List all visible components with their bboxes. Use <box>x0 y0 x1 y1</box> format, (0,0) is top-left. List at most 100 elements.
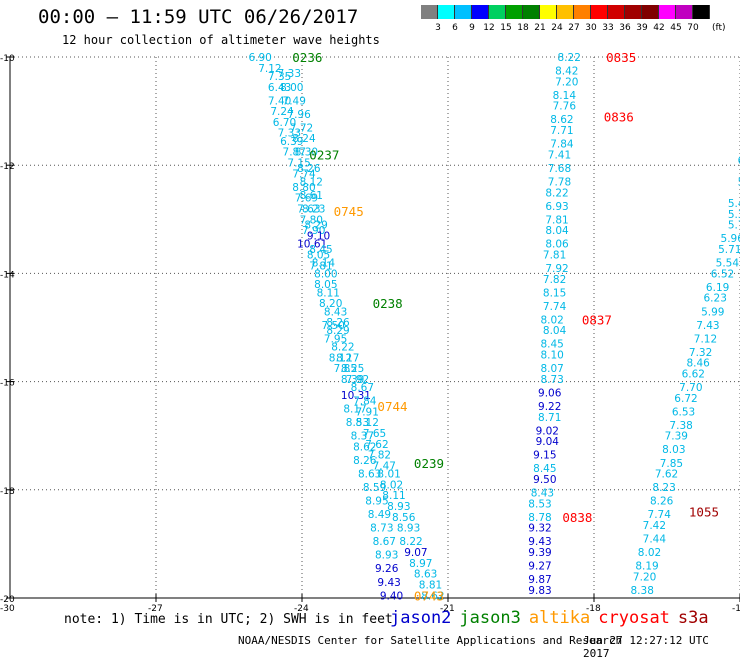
wave-height-value: 8.12 <box>300 176 323 188</box>
wave-height-value: 9.40 <box>380 590 403 602</box>
y-tick-label: -18 <box>0 487 15 497</box>
wave-height-value: 5.4 <box>728 198 740 210</box>
wave-height-value: 9.15 <box>533 450 556 462</box>
wave-height-value: 7.20 <box>633 571 656 583</box>
pass-time-label: 0744 <box>377 399 407 414</box>
wave-height-value: 8.43 <box>324 306 347 318</box>
pass-time-label: 0745 <box>334 204 364 219</box>
wave-height-value: 8.19 <box>635 561 658 573</box>
colorbar-swatch <box>421 5 438 19</box>
y-tick-label: -14 <box>0 270 15 280</box>
wave-height-value: 8.23 <box>652 482 675 494</box>
wave-height-value: 8.93 <box>375 550 398 562</box>
wave-height-value: 7.84 <box>353 396 377 408</box>
wave-height-value: 8.17 <box>343 404 366 416</box>
wave-height-value: 5.54 <box>716 258 740 270</box>
wave-height-value: 9.83 <box>528 585 551 597</box>
wave-height-value: 7.24 <box>270 106 294 118</box>
wave-height-value: 8.39 <box>341 374 364 386</box>
wave-height-value: 8.71 <box>538 412 561 424</box>
colorbar-label: 30 <box>585 23 597 33</box>
chart-subtitle: 12 hour collection of altimeter wave hei… <box>62 33 380 47</box>
wave-height-value: 6.52 <box>711 268 734 280</box>
wave-height-value: 7.91 <box>356 406 379 418</box>
wave-height-value: 8.29 <box>326 325 349 337</box>
wave-height-value: 9.32 <box>528 523 551 535</box>
wave-height-value: 7.92 <box>346 374 369 386</box>
wave-height-value: 7.68 <box>548 163 571 175</box>
wave-height-value: 9.06 <box>538 387 562 399</box>
wave-height-value: 7.96 <box>287 109 311 121</box>
wave-height-value: 8.22 <box>399 536 422 548</box>
wave-height-value: 8.04 <box>545 225 569 237</box>
y-tick-label: -12 <box>0 162 15 172</box>
wave-height-value: 8.02 <box>540 314 563 326</box>
pass-time-label: 1055 <box>689 504 719 519</box>
y-tick-label: -16 <box>0 379 15 389</box>
satellite-legend: jason2 jason3 altika cryosat s3a <box>390 608 717 628</box>
colorbar-swatch <box>659 5 676 19</box>
wave-height-value: 7.43 <box>696 320 719 332</box>
wave-height-value: 8.06 <box>545 239 569 251</box>
wave-height-value: 9.43 <box>528 536 551 548</box>
colorbar-unit: (ft) <box>712 23 726 33</box>
wave-height-value: 5 <box>738 176 740 188</box>
colorbar-label: 39 <box>636 23 648 33</box>
wave-height-value: 9.07 <box>404 547 427 559</box>
wave-height-value: 8.78 <box>528 512 551 524</box>
wave-height-value: 8.61 <box>300 190 323 202</box>
colorbar-swatch <box>693 5 710 19</box>
wave-height-value: 7.84 <box>550 139 574 151</box>
wave-height-value: 6.62 <box>682 368 705 380</box>
wave-height-value: 8.45 <box>540 339 563 351</box>
colorbar-swatch <box>625 5 642 19</box>
wave-height-value: 9.26 <box>375 563 399 575</box>
wave-height-value: 8.05 <box>307 249 330 261</box>
wave-height-value: 7.81 <box>545 214 568 226</box>
wave-height-value: 7.40 <box>268 95 291 107</box>
wave-height-value: 7.74 <box>543 301 567 313</box>
wave-height-value: 8.67 <box>351 382 374 394</box>
wave-height-value: 9.04 <box>536 436 560 448</box>
wave-height-value: 5.3 <box>728 209 740 221</box>
wave-height-value: 8.62 <box>353 442 376 454</box>
wave-height-value: 6 <box>738 155 740 167</box>
colorbar-swatch <box>540 5 557 19</box>
colorbar-label: 27 <box>568 23 580 33</box>
wave-height-value: 9.87 <box>528 574 551 586</box>
wave-height-value: 7.62 <box>365 439 388 451</box>
wave-height-value: 8.97 <box>409 558 432 570</box>
wave-height-value: 7.90 <box>302 225 325 237</box>
colorbar-swatch <box>676 5 693 19</box>
wave-height-value: 8.07 <box>540 363 563 375</box>
colorbar-swatch <box>523 5 540 19</box>
pass-time-label: 0743 <box>414 588 444 603</box>
wave-height-value: 7.38 <box>669 420 692 432</box>
wave-height-value: 9.27 <box>528 561 551 573</box>
pass-time-label: 0236 <box>292 50 322 65</box>
wave-height-value: 8.62 <box>421 590 444 602</box>
colorbar-swatch <box>438 5 455 19</box>
wave-height-value: 8.25 <box>341 363 364 375</box>
wave-height-value: 8.37 <box>351 431 374 443</box>
wave-height-value: 8.12 <box>356 417 379 429</box>
wave-height-value: 8.22 <box>545 187 568 199</box>
wave-height-value: 8.26 <box>326 317 350 329</box>
colorbar-label: 42 <box>653 23 665 33</box>
colorbar-swatch <box>608 5 625 19</box>
wave-height-value: 7.74 <box>648 509 672 521</box>
colorbar-label: 6 <box>452 23 458 33</box>
wave-height-value: 8.93 <box>397 523 420 535</box>
pass-time-label: 0237 <box>309 147 339 162</box>
corner-tick-label: -30 <box>0 604 15 614</box>
chart-title: 00:00 – 11:59 UTC 06/26/2017 <box>38 6 359 28</box>
wave-height-value: 8.14 <box>312 258 336 270</box>
wave-height-value: 7.20 <box>555 76 578 88</box>
pass-time-label: 0837 <box>582 312 612 327</box>
wave-height-value: 6.93 <box>545 201 568 213</box>
wave-height-value: 6.53 <box>672 406 695 418</box>
wave-height-value: 8.00 <box>314 268 337 280</box>
colorbar-label: 12 <box>483 23 495 33</box>
colorbar-label: 33 <box>602 23 614 33</box>
